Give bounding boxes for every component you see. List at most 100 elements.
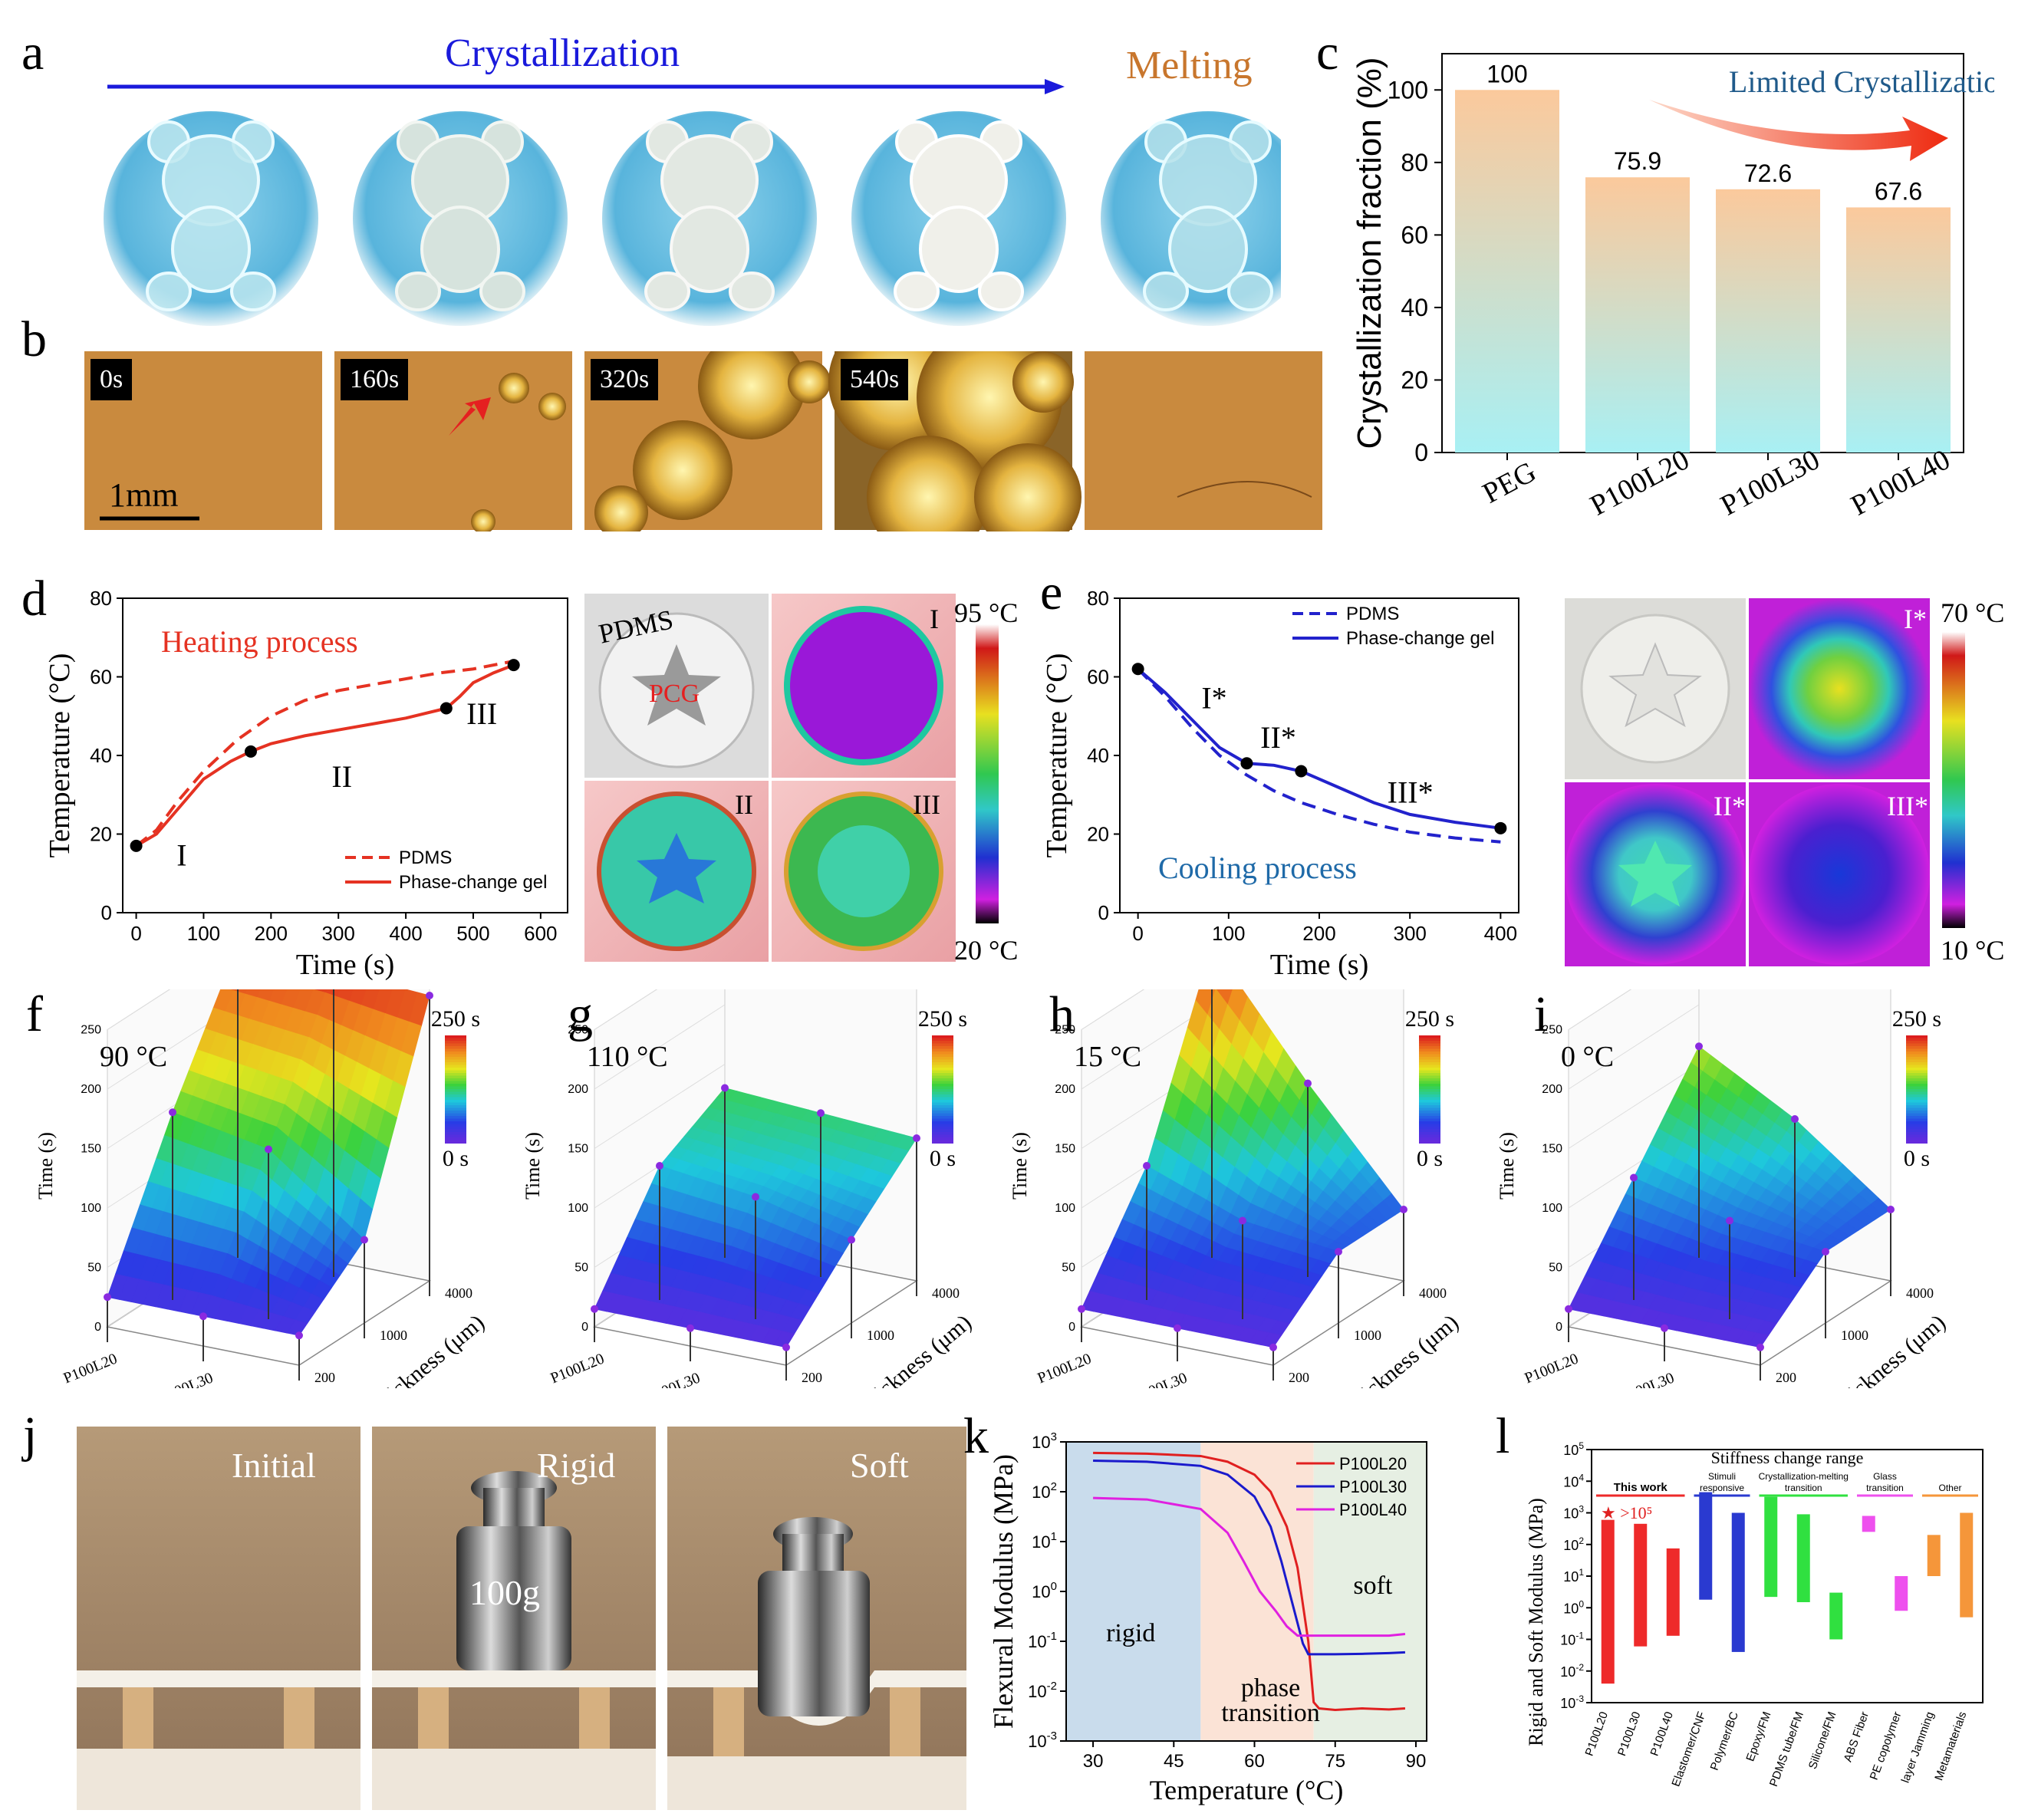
legend-label: PDMS [1346,604,1399,624]
data-point [686,1324,694,1332]
bear-photo-5 [1101,111,1281,326]
colorbar-segment [1906,1129,1928,1133]
surface-patch [286,1319,308,1336]
y-tick-label: 20 [90,823,112,846]
ir-label-I-heating: I [930,604,939,634]
y-tick-label: 103 [1563,1504,1584,1522]
temperature-label: 110 °C [587,1041,668,1073]
colorbar-segment [1906,1048,1928,1052]
z-tick-label: 200 [1055,1083,1075,1096]
y-tick-label: 0 [101,901,112,924]
bar [1846,207,1951,453]
colorbar-segment [445,1094,466,1098]
grid-line [107,989,171,1030]
range-bar [1764,1496,1778,1598]
colorbar-segment [445,1121,466,1125]
colorbar-segment [1906,1107,1928,1111]
colorbar-segment [1906,1105,1928,1109]
z-axis-label: Time (s) [1009,1132,1031,1200]
y-tick-label: 100 [1388,76,1428,104]
colorbar-segment [445,1102,466,1106]
colorbar-segment [1906,1102,1928,1106]
chart-e: 0 100 200 300 400 0 20 40 60 80 Time (s) Temperatur… [1043,587,1519,981]
chart-d: 0 100 200 300 400 500 600 0 20 40 60 80 Time (s) Temp… [46,587,568,981]
x-tick-label: 300 [1393,922,1426,945]
x-tick-label: P100L30 [1618,1370,1677,1388]
y-tick-label: 10-2 [1028,1680,1057,1701]
colorbar-segment [932,1107,953,1111]
colorbar-min: 0 s [930,1146,956,1171]
group-label: Other [1938,1483,1961,1493]
legend-label: PDMS [399,847,452,868]
data-point [1695,1042,1703,1051]
range-bar [1829,1592,1843,1640]
y-axis-label: Rigid and Soft Modulus (MPa) [1525,1498,1547,1746]
panel-label-j: j [23,1407,38,1463]
initial-label: Initial [232,1446,316,1485]
region-label: rigid [1106,1619,1155,1647]
y-tick-label: 40 [1401,294,1428,321]
bar [1716,189,1820,453]
colorbar-segment [932,1043,953,1047]
data-marker [1295,765,1308,778]
ir-label-II-heating: II [735,789,753,820]
colorbar-heating-min: 20 °C [954,935,1019,966]
range-bar [1666,1548,1680,1636]
y-tick-label: 60 [90,666,112,689]
y-tick-label: 102 [1563,1535,1584,1553]
time-tag-160s: 160s [341,359,409,400]
colorbar-segment [1419,1075,1440,1079]
z-tick-label: 0 [1556,1321,1562,1334]
colorbar-segment [932,1137,953,1141]
region-band [1200,1442,1314,1741]
x-axis-label: Time (s) [296,949,394,981]
x-axis-label: Time (s) [1270,949,1368,981]
colorbar-segment [1419,1111,1440,1114]
ir-label-III-heating: III [913,789,940,820]
x-tick-label: P100L30 [644,1370,703,1388]
micrograph-5 [1085,351,1322,530]
data-marker [440,702,453,715]
z-axis-label: Time (s) [522,1132,544,1200]
colorbar-segment [1906,1124,1928,1127]
colorbar-segment [1419,1121,1440,1125]
x-tick-label: 90 [1406,1751,1427,1772]
x-tick-label: 0 [130,922,141,945]
range-bar [1601,1519,1615,1684]
range-bar [1862,1516,1875,1532]
surface-patch [1260,1332,1282,1348]
y-tick-label: 101 [1032,1530,1057,1552]
group-label: transition [1785,1483,1822,1493]
data-point [721,1084,729,1092]
colorbar-segment [445,1046,466,1050]
colorbar-segment [932,1097,953,1101]
y-tick-label: 200 [314,1370,335,1385]
x-tick-label: 75 [1325,1751,1345,1772]
y-tick-label: 4000 [445,1285,472,1301]
series-line-p100l30 [1093,1459,1406,1656]
data-point [817,1109,825,1117]
x-tick-label: 600 [524,922,557,945]
colorbar-segment [445,1043,466,1047]
x-tick-label: 60 [1244,1751,1265,1772]
z-tick-label: 50 [87,1262,101,1275]
region-label: transition [1221,1699,1319,1727]
temperature-label: 0 °C [1561,1041,1614,1073]
z-tick-label: 250 [568,1024,588,1037]
z-axis-label: Time (s) [35,1132,57,1200]
legend-label: Phase-change gel [399,872,547,893]
x-tick-label: P100L20 [1035,1351,1094,1387]
panel-label-f: f [26,986,43,1042]
group-label: Glass [1873,1471,1897,1482]
colorbar-segment [1419,1035,1440,1039]
ir-label-III-cooling: III* [1887,791,1928,821]
y-tick-label: 40 [1087,744,1109,767]
colorbar-segment [445,1065,466,1068]
bear-photo-row [104,111,1281,326]
grid-line [594,989,658,1030]
x-tick-label: 400 [389,922,422,945]
pcg-photo-label: PCG [649,680,700,708]
colorbar-segment [1419,1132,1440,1136]
colorbar-segment [445,1089,466,1093]
